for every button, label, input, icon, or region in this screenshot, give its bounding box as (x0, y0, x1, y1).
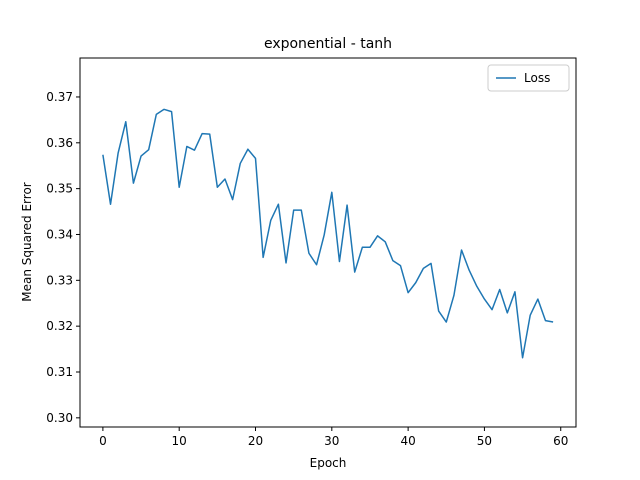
y-axis-label: Mean Squared Error (20, 182, 34, 302)
legend-label-0: Loss (524, 71, 550, 85)
y-tick-label-7: 0.37 (46, 90, 73, 104)
y-tick-label-1: 0.31 (46, 365, 73, 379)
x-tick-label-0: 0 (99, 434, 107, 448)
plot-area: 0 10 20 30 40 50 60 0.30 0.31 0.32 0.33 0.34 0.35 0.3… (46, 57, 577, 448)
y-tick-label-2: 0.32 (46, 319, 73, 333)
chart-title: exponential - tanh (264, 36, 392, 52)
x-tick-label-1: 10 (172, 434, 187, 448)
x-tick-label-2: 20 (248, 434, 263, 448)
series-line-loss (102, 108, 554, 359)
x-tick-label-3: 30 (324, 434, 339, 448)
legend-box (487, 64, 570, 92)
axes-frame (79, 57, 577, 428)
x-tick-label-4: 40 (400, 434, 415, 448)
x-axis-label: Epoch (310, 456, 347, 470)
x-tick-label-5: 50 (477, 434, 492, 448)
y-tick-label-0: 0.30 (46, 411, 73, 425)
y-tick-label-5: 0.35 (46, 182, 73, 196)
y-tick-label-6: 0.36 (46, 136, 73, 150)
y-tick-label-4: 0.34 (46, 227, 73, 241)
y-tick-label-3: 0.33 (46, 273, 73, 287)
x-tick-label-6: 60 (553, 434, 568, 448)
